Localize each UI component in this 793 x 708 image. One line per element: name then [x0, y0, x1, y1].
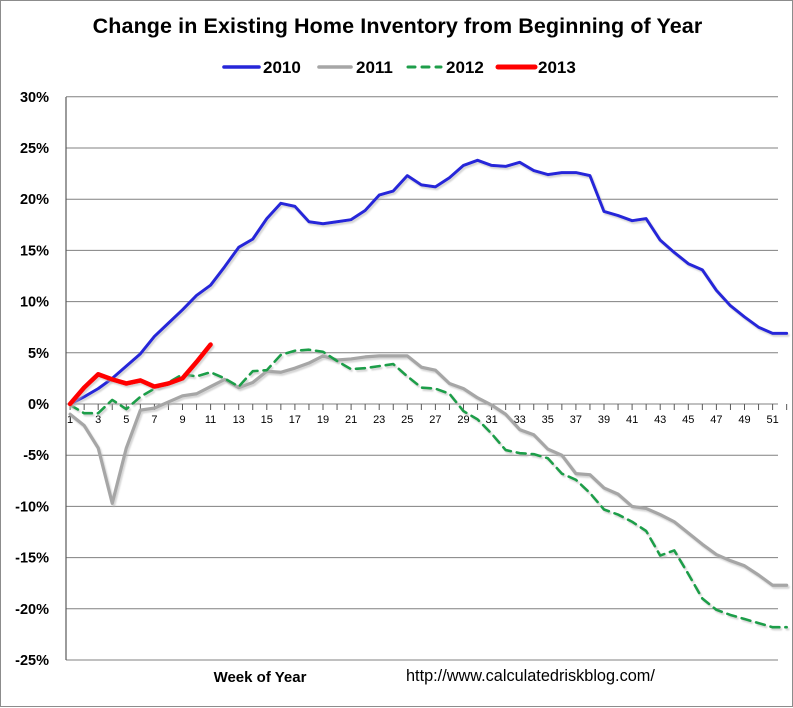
svg-text:43: 43	[654, 414, 666, 426]
svg-text:http://www.calculatedriskblog.: http://www.calculatedriskblog.com/	[406, 667, 655, 685]
svg-text:5%: 5%	[28, 346, 49, 362]
svg-text:9: 9	[179, 414, 185, 426]
svg-text:7: 7	[151, 414, 157, 426]
svg-text:35: 35	[542, 414, 554, 426]
svg-text:51: 51	[766, 414, 778, 426]
svg-text:49: 49	[738, 414, 750, 426]
svg-text:20%: 20%	[20, 192, 49, 208]
svg-text:37: 37	[570, 414, 582, 426]
svg-text:-15%: -15%	[15, 551, 49, 567]
svg-text:25%: 25%	[20, 141, 49, 157]
svg-text:-10%: -10%	[15, 499, 49, 515]
svg-text:2011: 2011	[356, 58, 393, 77]
svg-text:29: 29	[457, 414, 469, 426]
svg-text:Week of Year: Week of Year	[214, 669, 307, 686]
svg-text:31: 31	[485, 414, 497, 426]
svg-text:-25%: -25%	[15, 653, 49, 669]
svg-text:5: 5	[123, 414, 129, 426]
svg-text:39: 39	[598, 414, 610, 426]
svg-text:3: 3	[95, 414, 101, 426]
svg-text:13: 13	[233, 414, 245, 426]
svg-text:-5%: -5%	[23, 448, 49, 464]
svg-text:27: 27	[429, 414, 441, 426]
svg-text:0%: 0%	[28, 397, 49, 413]
svg-text:2012: 2012	[446, 58, 484, 77]
svg-text:17: 17	[289, 414, 301, 426]
svg-text:41: 41	[626, 414, 638, 426]
svg-text:11: 11	[205, 414, 216, 426]
svg-text:15%: 15%	[20, 243, 49, 259]
svg-text:23: 23	[373, 414, 385, 426]
svg-text:2013: 2013	[538, 58, 576, 77]
svg-text:10%: 10%	[20, 295, 49, 311]
svg-text:2010: 2010	[263, 58, 301, 77]
svg-text:-20%: -20%	[15, 602, 49, 618]
svg-text:45: 45	[682, 414, 694, 426]
svg-text:21: 21	[345, 414, 357, 426]
svg-text:19: 19	[317, 414, 329, 426]
svg-text:47: 47	[710, 414, 722, 426]
svg-text:25: 25	[401, 414, 413, 426]
svg-text:30%: 30%	[20, 90, 49, 106]
svg-text:15: 15	[261, 414, 273, 426]
